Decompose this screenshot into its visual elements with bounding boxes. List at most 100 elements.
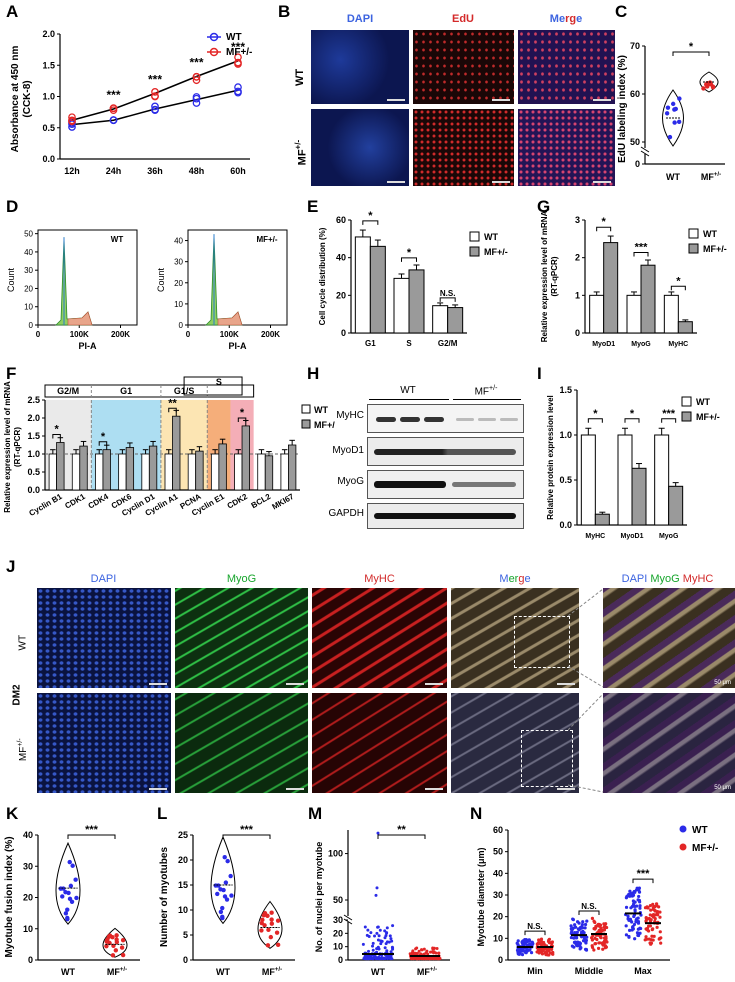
c-wt-point — [673, 106, 678, 112]
f-bar — [164, 453, 173, 491]
l-point — [274, 930, 280, 935]
d-mf-ytick-label: 0 — [179, 321, 184, 330]
h-group-mf: MF+/- — [474, 385, 498, 398]
n-point — [572, 936, 576, 940]
m-wt-point — [369, 931, 373, 935]
e-xtick-label: G2/M — [438, 339, 458, 348]
a-y-tick-label: 1.0 — [42, 92, 55, 102]
f-phase-frame — [44, 384, 255, 398]
c-wt-point — [677, 96, 682, 101]
f-sig: * — [240, 407, 245, 419]
g-y-tick-label: 3 — [575, 215, 580, 225]
l-point — [265, 943, 271, 948]
n-point — [602, 922, 606, 926]
k-sig: *** — [85, 824, 99, 836]
m-wt-point — [371, 944, 375, 948]
m-mf-point — [434, 957, 438, 961]
a-y-tick-label: 2.0 — [42, 29, 55, 39]
c-mf-point — [705, 84, 710, 89]
n-point — [592, 948, 596, 952]
a-legend-wt: WT — [226, 32, 242, 43]
n-point — [651, 905, 655, 910]
i-sig: *** — [662, 408, 676, 420]
blot-myog — [367, 470, 524, 499]
a-legend-mf: MF+/- — [226, 47, 252, 58]
n-sig: N.S. — [581, 902, 597, 911]
l-xlabel-mf: MF+/- — [262, 967, 282, 977]
b-mf-edu-image — [413, 109, 514, 186]
n-point — [646, 924, 651, 928]
m-wt-point — [379, 939, 383, 943]
m-wt-point — [385, 931, 389, 935]
b-mf-merge-image — [518, 109, 615, 186]
m-mf-point — [414, 947, 418, 951]
m-wt-point — [379, 942, 383, 946]
l-point — [269, 921, 275, 926]
l-point — [259, 928, 264, 933]
n-point — [630, 925, 635, 929]
n-point — [636, 933, 640, 937]
m-mf-point — [416, 957, 420, 961]
n-point — [583, 922, 588, 927]
e-xtick-label: G1 — [365, 339, 376, 348]
m-wt-point — [387, 940, 391, 944]
m-wt-point — [384, 942, 388, 946]
k-point — [58, 886, 63, 891]
d-mf-xlabel: PI-A — [229, 341, 248, 351]
n-point — [633, 909, 637, 913]
m-mf-point — [432, 957, 436, 961]
n-point — [645, 928, 649, 932]
n-point — [629, 892, 633, 896]
chart-a: 0.0 0.5 1.0 1.5 2.0 Absorbance at 450 nm (CCK-… — [10, 29, 252, 176]
n-point — [597, 922, 601, 927]
m-mf-point — [435, 947, 439, 951]
l-point — [222, 855, 227, 860]
d-wt-xtick-label: 200K — [111, 330, 130, 339]
c-axis-break — [640, 150, 650, 157]
n-y-tick-label: 0 — [498, 955, 503, 965]
g-legend-swatch-wt — [688, 228, 699, 239]
n-point — [550, 947, 554, 952]
m-wt-point — [366, 928, 370, 932]
n-point — [648, 941, 652, 945]
n-point — [633, 904, 637, 908]
m-mf-point — [409, 957, 413, 961]
f-bracket — [98, 441, 108, 446]
k-xlabel-wt: WT — [61, 967, 75, 977]
j-wt-dapi-image — [37, 588, 171, 688]
d-mf-xtick-label: 100K — [220, 330, 239, 339]
a-point — [234, 87, 242, 96]
m-wt-point — [375, 931, 379, 935]
m-mf-point — [434, 951, 438, 955]
g-sig: * — [602, 216, 607, 228]
m-sig: ** — [397, 824, 406, 836]
g-y-tick-label: 1 — [575, 290, 580, 300]
m-wt-point — [377, 947, 381, 951]
j-row-wt: WT — [17, 634, 29, 651]
l-point — [269, 917, 274, 922]
n-point — [585, 919, 589, 923]
e-legend-swatch-mf — [469, 246, 480, 257]
m-wt-point — [375, 950, 379, 954]
n-point — [590, 936, 594, 940]
c-tick-label: 70 — [630, 41, 640, 51]
k-point — [74, 895, 79, 901]
a-series-line — [71, 60, 239, 121]
m-wt-point — [371, 957, 375, 961]
m-wt-point — [371, 941, 375, 945]
f-y-tick-label: 1.0 — [27, 449, 40, 459]
c-mf-point — [710, 85, 716, 90]
d-wt-ytick-label: 10 — [24, 303, 33, 312]
l-y-tick-label: 15 — [178, 880, 188, 890]
m-mf-point — [431, 946, 435, 950]
m-wt-point — [391, 947, 395, 951]
h-group-wt: WT — [400, 385, 416, 396]
m-tick-label: 0 — [338, 955, 343, 965]
n-point — [581, 920, 585, 924]
m-wt-point — [361, 942, 365, 946]
n-point — [624, 905, 629, 909]
l-sig: *** — [240, 824, 254, 836]
m-wt-point — [378, 928, 382, 932]
m-tick-label: 100 — [328, 849, 343, 859]
n-point — [540, 952, 545, 956]
